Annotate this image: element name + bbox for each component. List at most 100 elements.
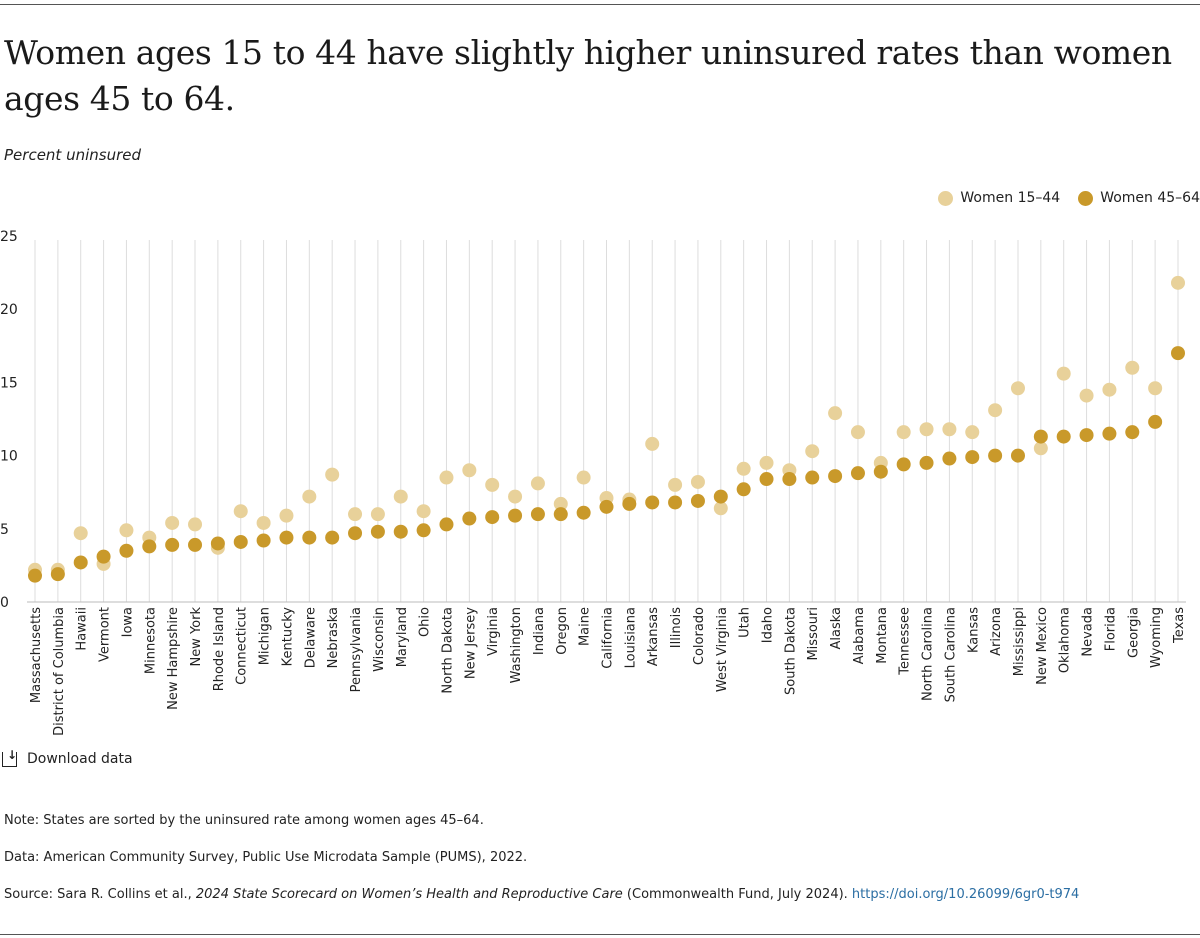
legend: Women 15–44 Women 45–64 — [920, 190, 1200, 206]
point-women-15-44[interactable] — [256, 515, 271, 530]
point-women-45-64[interactable] — [119, 543, 134, 558]
point-women-15-44[interactable] — [919, 422, 934, 437]
point-women-45-64[interactable] — [1171, 346, 1185, 361]
point-women-45-64[interactable] — [599, 499, 614, 514]
point-women-15-44[interactable] — [393, 489, 408, 504]
point-women-45-64[interactable] — [1102, 426, 1117, 441]
point-women-15-44[interactable] — [965, 425, 980, 440]
point-women-45-64[interactable] — [668, 495, 683, 510]
point-women-15-44[interactable] — [1148, 381, 1163, 396]
point-women-45-64[interactable] — [1056, 429, 1071, 444]
point-women-45-64[interactable] — [370, 524, 385, 539]
point-women-15-44[interactable] — [188, 517, 203, 532]
point-women-45-64[interactable] — [439, 517, 454, 532]
point-women-45-64[interactable] — [50, 567, 65, 582]
point-women-45-64[interactable] — [850, 466, 865, 481]
point-women-45-64[interactable] — [988, 448, 1003, 463]
point-women-15-44[interactable] — [759, 455, 774, 470]
point-women-45-64[interactable] — [188, 537, 203, 552]
point-women-15-44[interactable] — [302, 489, 317, 504]
download-data-button[interactable]: ↓ Download data — [2, 749, 133, 767]
point-women-15-44[interactable] — [896, 425, 911, 440]
point-women-15-44[interactable] — [850, 425, 865, 440]
point-women-45-64[interactable] — [325, 530, 340, 545]
point-women-45-64[interactable] — [302, 530, 317, 545]
point-women-45-64[interactable] — [942, 451, 957, 466]
point-women-45-64[interactable] — [210, 536, 225, 551]
point-women-15-44[interactable] — [1171, 275, 1185, 290]
point-women-15-44[interactable] — [668, 477, 683, 492]
point-women-45-64[interactable] — [576, 505, 591, 520]
point-women-15-44[interactable] — [828, 406, 843, 421]
point-women-15-44[interactable] — [508, 489, 523, 504]
point-women-45-64[interactable] — [1148, 414, 1163, 429]
point-women-45-64[interactable] — [233, 534, 248, 549]
point-women-15-44[interactable] — [165, 515, 180, 530]
point-women-15-44[interactable] — [1056, 366, 1071, 381]
source-doi-link[interactable]: https://doi.org/10.26099/6gr0-t974 — [851, 887, 1080, 902]
point-women-15-44[interactable] — [1010, 381, 1025, 396]
point-women-45-64[interactable] — [622, 496, 637, 511]
point-women-45-64[interactable] — [1079, 428, 1094, 443]
point-women-15-44[interactable] — [1125, 360, 1140, 375]
point-women-15-44[interactable] — [233, 504, 248, 519]
point-women-15-44[interactable] — [576, 470, 591, 485]
point-women-45-64[interactable] — [782, 472, 797, 487]
point-women-45-64[interactable] — [348, 526, 363, 541]
point-women-45-64[interactable] — [279, 530, 294, 545]
point-women-45-64[interactable] — [713, 489, 728, 504]
point-women-45-64[interactable] — [96, 549, 111, 564]
point-women-45-64[interactable] — [165, 537, 180, 552]
point-women-15-44[interactable] — [736, 461, 751, 476]
point-women-15-44[interactable] — [279, 508, 294, 523]
point-women-45-64[interactable] — [553, 507, 568, 522]
point-women-45-64[interactable] — [965, 450, 980, 465]
point-women-45-64[interactable] — [1033, 429, 1048, 444]
point-women-45-64[interactable] — [645, 495, 660, 510]
legend-item-women-15-44[interactable]: Women 15–44 — [938, 190, 1060, 206]
point-women-45-64[interactable] — [485, 510, 500, 525]
point-women-15-44[interactable] — [988, 403, 1003, 418]
point-women-15-44[interactable] — [1102, 382, 1117, 397]
x-tick-label: New Jersey — [463, 607, 478, 679]
point-women-15-44[interactable] — [462, 463, 477, 478]
point-women-45-64[interactable] — [393, 524, 408, 539]
point-women-15-44[interactable] — [370, 507, 385, 522]
point-women-15-44[interactable] — [713, 501, 728, 516]
point-women-15-44[interactable] — [416, 504, 431, 519]
point-women-45-64[interactable] — [873, 464, 888, 479]
point-women-45-64[interactable] — [142, 539, 157, 554]
point-women-45-64[interactable] — [416, 523, 431, 538]
point-women-15-44[interactable] — [645, 436, 660, 451]
point-women-15-44[interactable] — [1033, 441, 1048, 456]
point-women-45-64[interactable] — [1125, 425, 1140, 440]
point-women-45-64[interactable] — [736, 482, 751, 497]
point-women-15-44[interactable] — [553, 496, 568, 511]
point-women-45-64[interactable] — [73, 555, 88, 570]
point-women-45-64[interactable] — [896, 457, 911, 472]
point-women-45-64[interactable] — [759, 472, 774, 487]
point-women-45-64[interactable] — [828, 469, 843, 484]
point-women-15-44[interactable] — [690, 474, 705, 489]
point-women-15-44[interactable] — [805, 444, 820, 459]
point-women-45-64[interactable] — [462, 511, 477, 526]
point-women-15-44[interactable] — [119, 523, 134, 538]
point-women-15-44[interactable] — [73, 526, 88, 541]
point-women-15-44[interactable] — [325, 467, 340, 482]
point-women-45-64[interactable] — [919, 455, 934, 470]
point-women-45-64[interactable] — [530, 507, 545, 522]
legend-item-women-45-64[interactable]: Women 45–64 — [1078, 190, 1200, 206]
point-women-45-64[interactable] — [690, 493, 705, 508]
point-women-15-44[interactable] — [1079, 388, 1094, 403]
point-women-15-44[interactable] — [439, 470, 454, 485]
point-women-45-64[interactable] — [805, 470, 820, 485]
point-women-45-64[interactable] — [28, 568, 42, 583]
point-women-15-44[interactable] — [485, 477, 500, 492]
point-women-45-64[interactable] — [508, 508, 523, 523]
x-tick-label: South Dakota — [783, 607, 798, 695]
point-women-15-44[interactable] — [530, 476, 545, 491]
point-women-45-64[interactable] — [256, 533, 271, 548]
point-women-15-44[interactable] — [348, 507, 363, 522]
point-women-45-64[interactable] — [1010, 448, 1025, 463]
point-women-15-44[interactable] — [942, 422, 957, 437]
